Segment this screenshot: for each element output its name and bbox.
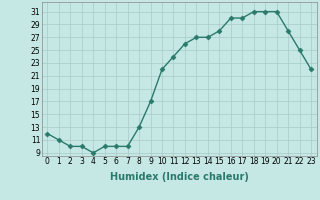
X-axis label: Humidex (Indice chaleur): Humidex (Indice chaleur) (110, 172, 249, 182)
